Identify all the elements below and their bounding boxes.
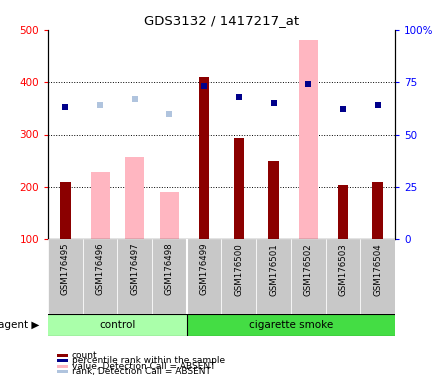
Text: GSM176496: GSM176496	[95, 243, 104, 295]
Text: count: count	[72, 351, 97, 360]
FancyBboxPatch shape	[186, 314, 394, 336]
Text: GSM176495: GSM176495	[61, 243, 70, 295]
FancyBboxPatch shape	[82, 239, 117, 314]
Bar	[125, 157, 144, 239]
Text: GSM176503: GSM176503	[338, 243, 347, 296]
Text: GSM176497: GSM176497	[130, 243, 139, 295]
Bar	[60, 182, 70, 239]
FancyBboxPatch shape	[117, 239, 152, 314]
Text: percentile rank within the sample: percentile rank within the sample	[72, 356, 224, 365]
Bar	[372, 182, 382, 239]
Text: control: control	[99, 320, 135, 330]
FancyBboxPatch shape	[48, 314, 186, 336]
FancyBboxPatch shape	[290, 239, 325, 314]
Text: value, Detection Call = ABSENT: value, Detection Call = ABSENT	[72, 362, 215, 371]
Text: GSM176498: GSM176498	[164, 243, 174, 295]
Bar	[268, 161, 278, 239]
FancyBboxPatch shape	[359, 239, 394, 314]
FancyBboxPatch shape	[221, 239, 256, 314]
Text: GSM176501: GSM176501	[269, 243, 277, 296]
FancyBboxPatch shape	[256, 239, 290, 314]
Text: GSM176502: GSM176502	[303, 243, 312, 296]
Bar	[160, 192, 178, 239]
FancyBboxPatch shape	[186, 239, 221, 314]
Bar	[233, 138, 243, 239]
Text: rank, Detection Call = ABSENT: rank, Detection Call = ABSENT	[72, 367, 210, 376]
Text: GSM176500: GSM176500	[234, 243, 243, 296]
Text: GSM176499: GSM176499	[199, 243, 208, 295]
Bar	[298, 40, 317, 239]
Bar	[90, 172, 109, 239]
Bar	[198, 77, 209, 239]
Text: GSM176504: GSM176504	[372, 243, 381, 296]
Text: agent ▶: agent ▶	[0, 320, 39, 330]
Title: GDS3132 / 1417217_at: GDS3132 / 1417217_at	[144, 15, 299, 27]
FancyBboxPatch shape	[325, 239, 359, 314]
Bar	[337, 185, 347, 239]
FancyBboxPatch shape	[152, 239, 186, 314]
Text: cigarette smoke: cigarette smoke	[248, 320, 332, 330]
FancyBboxPatch shape	[48, 239, 82, 314]
